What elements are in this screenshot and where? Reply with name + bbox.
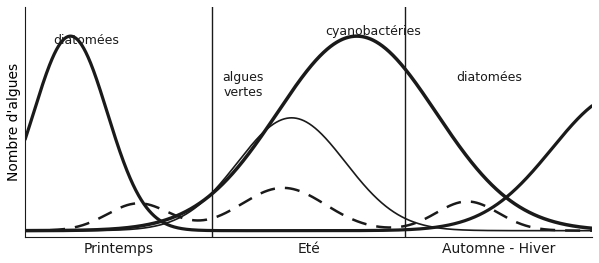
Text: diatomées: diatomées xyxy=(53,34,119,48)
Text: diatomées: diatomées xyxy=(456,71,522,84)
Y-axis label: Nombre d'algues: Nombre d'algues xyxy=(7,63,21,181)
Text: cyanobactéries: cyanobactéries xyxy=(326,25,421,38)
Text: algues
vertes: algues vertes xyxy=(223,71,264,99)
